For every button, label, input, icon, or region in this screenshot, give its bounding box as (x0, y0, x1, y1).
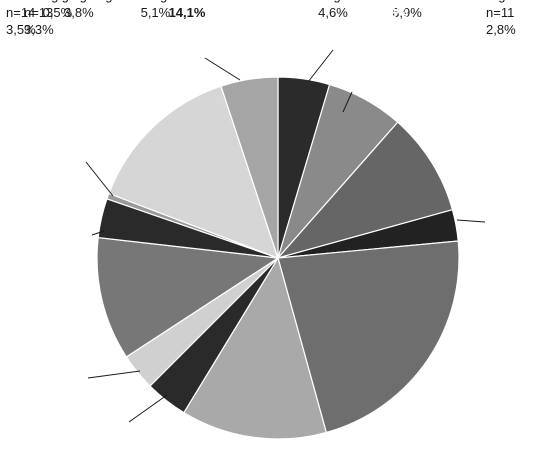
leader-lines (85, 49, 486, 423)
pie-slice-dermatologia-12 (220, 76, 279, 259)
slice-label-10: Urología n=20,5% (20, 0, 95, 20)
slice-label-7: Hematologían=133,3% (24, 0, 98, 37)
leader-line-0 (307, 49, 334, 83)
slice-label-12: Dermatología n=205,1% (100, 0, 211, 20)
leader-line-6 (128, 394, 168, 423)
leader-line-7 (87, 370, 141, 379)
slice-label-0: Neumología n=184,6% (282, 0, 385, 20)
pie-slice-reumatologia-4 (277, 240, 460, 434)
slice-label-11: Infecciosos n=5514,1% (134, 0, 239, 20)
leader-line-3 (456, 219, 486, 223)
leader-line-9 (91, 230, 105, 236)
leader-line-10 (85, 161, 114, 197)
slice-labels: Neumología n=184,6%Desnutrición n=276,9%… (6, 0, 539, 37)
pie-slice-endocrino-2 (276, 121, 454, 260)
slice-label-3: Digestivon=112,8% (486, 0, 539, 37)
slice-label-1: Desnutrición n=276,9% (354, 0, 459, 20)
slice-label-4: Reumatología n=8722,2% (313, 0, 433, 20)
pie-slice-neurologia-5 (183, 256, 328, 440)
slice-label-2: Endocrino n=369,2% (344, 0, 442, 20)
slice-label-8: Endocrino n=3611% (120, 0, 218, 20)
pie-slices (96, 76, 460, 440)
pie-slice-infecciosos-11 (108, 85, 279, 260)
leader-line-1 (342, 91, 353, 113)
slice-label-6: Oncología n=153,8% (64, 0, 156, 20)
leader-line-12 (204, 57, 241, 81)
slice-label-9: Oftalmologían=143,5% (6, 0, 80, 37)
pie-slice-endocrino-8 (96, 236, 280, 358)
